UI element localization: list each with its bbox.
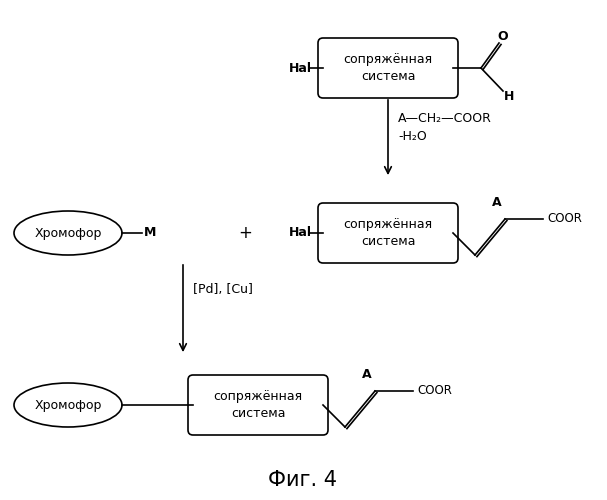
Text: A: A xyxy=(362,368,372,382)
Text: Hal: Hal xyxy=(288,62,311,74)
Ellipse shape xyxy=(14,383,122,427)
Text: Хромофор: Хромофор xyxy=(35,398,102,411)
Text: сопряжённая
система: сопряжённая система xyxy=(344,53,433,83)
Text: A: A xyxy=(492,196,502,209)
Text: сопряжённая
система: сопряжённая система xyxy=(214,390,302,420)
Text: Hal: Hal xyxy=(288,226,311,239)
Text: O: O xyxy=(498,30,508,43)
Ellipse shape xyxy=(14,211,122,255)
Text: Хромофор: Хромофор xyxy=(35,226,102,239)
Text: Фиг. 4: Фиг. 4 xyxy=(268,470,337,490)
Text: COOR: COOR xyxy=(547,212,582,226)
Text: +: + xyxy=(238,224,252,242)
Text: сопряжённая
система: сопряжённая система xyxy=(344,218,433,248)
FancyBboxPatch shape xyxy=(318,203,458,263)
Text: A—CH₂—COOR: A—CH₂—COOR xyxy=(398,112,492,126)
Text: COOR: COOR xyxy=(417,384,452,398)
Text: [Pd], [Cu]: [Pd], [Cu] xyxy=(193,284,253,296)
Text: -H₂O: -H₂O xyxy=(398,130,427,143)
Text: H: H xyxy=(504,90,514,102)
FancyBboxPatch shape xyxy=(318,38,458,98)
Text: M: M xyxy=(144,226,156,239)
FancyBboxPatch shape xyxy=(188,375,328,435)
